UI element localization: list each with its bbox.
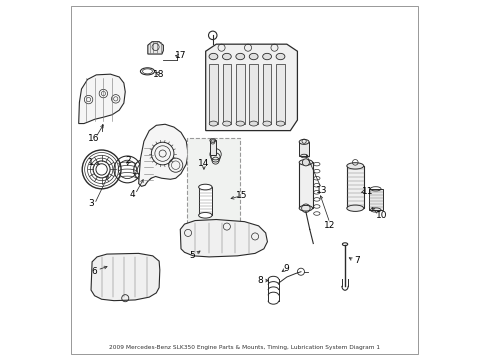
Bar	[187, 138, 239, 226]
Ellipse shape	[299, 159, 312, 165]
Text: 7: 7	[353, 256, 359, 265]
Bar	[209, 64, 217, 123]
Ellipse shape	[222, 53, 231, 60]
Text: 3: 3	[88, 199, 94, 208]
Polygon shape	[139, 124, 188, 186]
Text: 10: 10	[375, 211, 386, 220]
Ellipse shape	[198, 212, 212, 218]
Text: 18: 18	[153, 70, 164, 79]
Polygon shape	[91, 253, 160, 301]
Ellipse shape	[249, 53, 258, 60]
Text: 12: 12	[324, 221, 335, 230]
Ellipse shape	[209, 139, 215, 142]
Ellipse shape	[276, 121, 284, 126]
Text: 8: 8	[257, 276, 263, 285]
Polygon shape	[205, 44, 297, 131]
Polygon shape	[180, 220, 267, 257]
Ellipse shape	[222, 121, 231, 126]
Text: 15: 15	[235, 192, 247, 201]
Text: 2009 Mercedes-Benz SLK350 Engine Parts & Mounts, Timing, Lubrication System Diag: 2009 Mercedes-Benz SLK350 Engine Parts &…	[109, 345, 379, 350]
Circle shape	[302, 159, 309, 166]
Ellipse shape	[276, 53, 285, 60]
Text: 2: 2	[125, 156, 131, 165]
Ellipse shape	[249, 121, 257, 126]
Bar	[263, 64, 271, 123]
Text: 1: 1	[88, 158, 94, 167]
Bar	[222, 64, 231, 123]
Bar	[368, 189, 382, 210]
Bar	[299, 142, 308, 156]
Text: 4: 4	[129, 190, 135, 199]
Ellipse shape	[208, 53, 218, 60]
Bar	[249, 64, 257, 123]
Text: 6: 6	[91, 266, 97, 275]
Text: 9: 9	[283, 264, 288, 273]
Polygon shape	[147, 42, 163, 54]
Text: 17: 17	[174, 51, 185, 60]
Text: 11: 11	[361, 187, 372, 196]
Text: 14: 14	[198, 158, 209, 167]
Ellipse shape	[235, 53, 244, 60]
Ellipse shape	[209, 121, 217, 126]
Ellipse shape	[198, 184, 212, 190]
Ellipse shape	[236, 121, 244, 126]
Bar	[236, 64, 244, 123]
Bar	[209, 140, 215, 155]
Text: 5: 5	[189, 251, 195, 260]
Ellipse shape	[263, 121, 271, 126]
Ellipse shape	[262, 53, 271, 60]
Bar	[346, 166, 363, 208]
Bar	[198, 187, 212, 215]
Bar	[299, 162, 312, 208]
Ellipse shape	[299, 139, 308, 144]
Bar	[276, 64, 284, 123]
Text: 16: 16	[87, 134, 99, 143]
Text: 13: 13	[315, 186, 326, 195]
Polygon shape	[79, 74, 125, 123]
Ellipse shape	[299, 206, 312, 211]
Ellipse shape	[346, 163, 363, 169]
Ellipse shape	[346, 205, 363, 211]
